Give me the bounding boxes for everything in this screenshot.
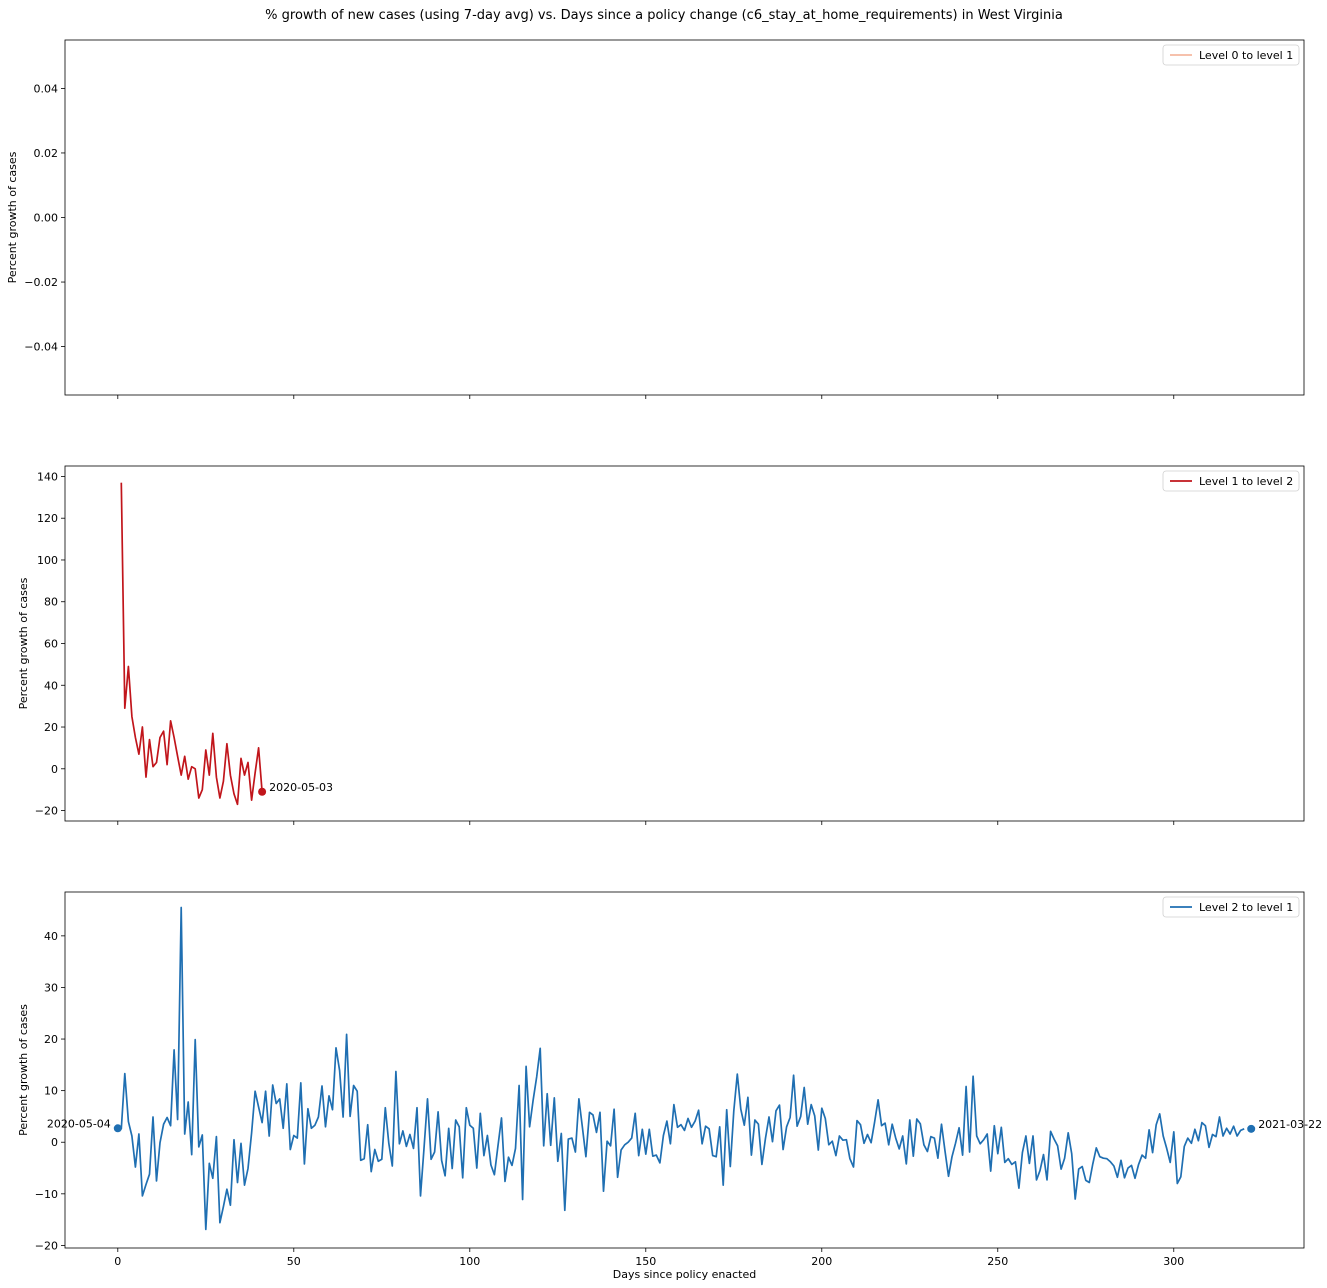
y-tick-label: 30 (44, 981, 58, 994)
x-tick-label: 300 (1163, 1255, 1184, 1268)
axes: −0.04 −0.02 0.00 0.02 0.04 (24, 39, 1305, 399)
plot-area: 2020-05-03 (120, 482, 333, 806)
date-annotation: 2021-03-22 (1258, 1118, 1322, 1131)
y-tick-label: 60 (44, 638, 58, 651)
y-tick-label: 0.00 (34, 212, 59, 225)
y-axis-label: Percent growth of cases (17, 1004, 30, 1136)
axes: −20 0 20 40 60 80 100 120 140 (35, 465, 1305, 825)
x-tick-label: 100 (459, 1255, 480, 1268)
legend-label: Level 2 to level 1 (1199, 901, 1293, 914)
figure-title: % growth of new cases (using 7-day avg) … (265, 8, 1063, 23)
date-annotation: 2020-05-04 (47, 1117, 111, 1130)
x-tick-label: 50 (287, 1255, 301, 1268)
y-tick-label: 80 (44, 596, 58, 609)
series-line (120, 482, 263, 806)
y-tick-label: 0 (51, 763, 58, 776)
legend: Level 2 to level 1 (1162, 896, 1300, 918)
legend-box (1162, 896, 1300, 918)
y-tick-label: 20 (44, 1033, 58, 1046)
y-tick-label: 140 (37, 470, 58, 483)
axes-frame (64, 39, 1305, 396)
x-tick-label: 0 (114, 1255, 121, 1268)
subplot-level-2-to-1: 2020-05-04 2021-03-22 0 50 100 150 200 250 300−… (17, 891, 1322, 1281)
axes: 0 50 100 150 200 250 300 −20 −10 0 10 20 30 40 (35, 891, 1305, 1268)
y-tick-label: 120 (37, 512, 58, 525)
y-axis-label: Percent growth of cases (6, 151, 19, 283)
plot-area: 2020-05-04 2021-03-22 (47, 906, 1322, 1231)
x-tick-label: 250 (987, 1255, 1008, 1268)
y-tick-label: 40 (44, 930, 58, 943)
subplot-level-0-to-1: −0.04 −0.02 0.00 0.02 0.04 Percent growth of… (6, 39, 1305, 399)
y-tick-label: 40 (44, 679, 58, 692)
y-tick-label: −10 (35, 1188, 58, 1201)
y-tick-label: 100 (37, 554, 58, 567)
y-tick-label: −0.02 (24, 276, 58, 289)
legend-box (1162, 44, 1300, 66)
y-tick-label: 0.02 (34, 147, 59, 160)
y-tick-label: 0 (51, 1136, 58, 1149)
legend: Level 1 to level 2 (1162, 470, 1300, 492)
y-tick-label: −0.04 (24, 341, 58, 354)
legend-label: Level 0 to level 1 (1199, 49, 1293, 62)
y-tick-label: −20 (35, 805, 58, 818)
subplot-level-1-to-2: 2020-05-03 −20 0 20 40 60 80 100 120 140 Percent… (17, 465, 1305, 825)
x-axis-label: Days since policy enacted (613, 1268, 757, 1281)
legend: Level 0 to level 1 (1162, 44, 1300, 66)
x-tick-label: 200 (811, 1255, 832, 1268)
axes-frame (64, 891, 1305, 1249)
y-tick-label: 10 (44, 1085, 58, 1098)
legend-label: Level 1 to level 2 (1199, 475, 1293, 488)
axes-frame (64, 465, 1305, 822)
x-tick-label: 150 (635, 1255, 656, 1268)
y-tick-label: −20 (35, 1239, 58, 1252)
endpoint-marker (113, 1124, 122, 1133)
y-axis-label: Percent growth of cases (17, 577, 30, 709)
series-line (117, 906, 1245, 1231)
legend-box (1162, 470, 1300, 492)
y-tick-label: 20 (44, 721, 58, 734)
endpoint-marker (258, 787, 267, 796)
endpoint-marker (1247, 1124, 1256, 1133)
y-tick-label: 0.04 (34, 82, 59, 95)
date-annotation: 2020-05-03 (269, 781, 333, 794)
